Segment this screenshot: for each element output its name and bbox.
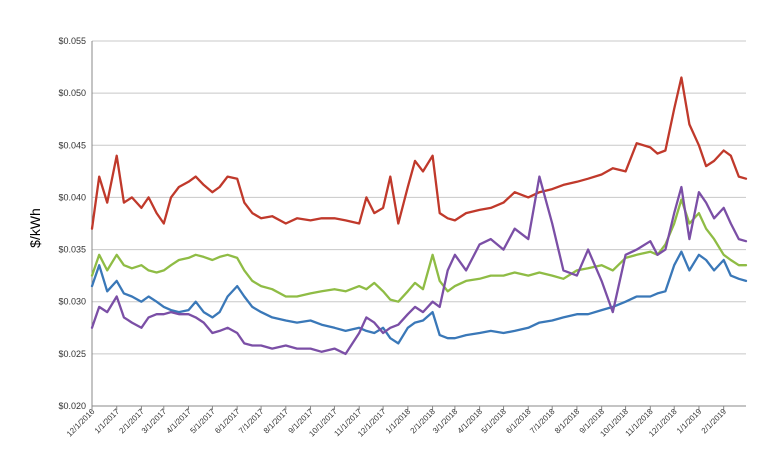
x-tick-label: 6/1/2017 xyxy=(213,407,242,436)
x-tick-label: 6/1/2018 xyxy=(504,407,533,436)
y-tick-label: $0.040 xyxy=(58,192,86,202)
x-tick-label: 1/1/2017 xyxy=(93,407,122,436)
x-tick-label: 4/1/2017 xyxy=(165,407,194,436)
x-tick-label: 1/1/2019 xyxy=(675,407,704,436)
series-line-1 xyxy=(90,76,748,230)
series-lines xyxy=(90,76,748,356)
x-tick-labels: 12/1/20161/1/20172/1/20173/1/20174/1/201… xyxy=(65,407,729,439)
x-tick-label: 5/1/2017 xyxy=(188,407,217,436)
x-tick-label: 8/1/2017 xyxy=(262,407,291,436)
y-tick-label: $0.025 xyxy=(58,349,86,359)
x-tick-label: 3/1/2017 xyxy=(140,407,169,436)
y-tick-labels: $0.020 $0.025 $0.030 $0.035 $0.040 $0.045 $0.0… xyxy=(58,36,86,411)
y-tick-label: $0.030 xyxy=(58,297,86,307)
x-tick-label: 5/1/2018 xyxy=(480,407,509,436)
x-tick-label: 7/1/2017 xyxy=(237,407,266,436)
y-tick-label: $0.050 xyxy=(58,88,86,98)
x-tick-label: 3/1/2018 xyxy=(431,407,460,436)
y-tick-label: $0.045 xyxy=(58,140,86,150)
series-line-2 xyxy=(90,198,748,303)
series-line-3 xyxy=(90,250,748,345)
gridlines xyxy=(92,40,746,355)
x-tick-label: 8/1/2018 xyxy=(553,407,582,436)
y-tick-label: $0.035 xyxy=(58,245,86,255)
y-tick-label: $0.020 xyxy=(58,401,86,411)
series-line-4 xyxy=(90,175,748,356)
x-tick-label: 1/1/2018 xyxy=(384,407,413,436)
x-tick-label: 12/1/2016 xyxy=(65,407,97,439)
x-tick-label: 4/1/2018 xyxy=(456,407,485,436)
axes xyxy=(91,41,746,410)
x-tick-label: 2/1/2019 xyxy=(700,407,729,436)
y-axis-label: $/kWh xyxy=(27,208,43,248)
y-tick-label: $0.055 xyxy=(58,36,86,46)
x-tick-label: 7/1/2018 xyxy=(528,407,557,436)
